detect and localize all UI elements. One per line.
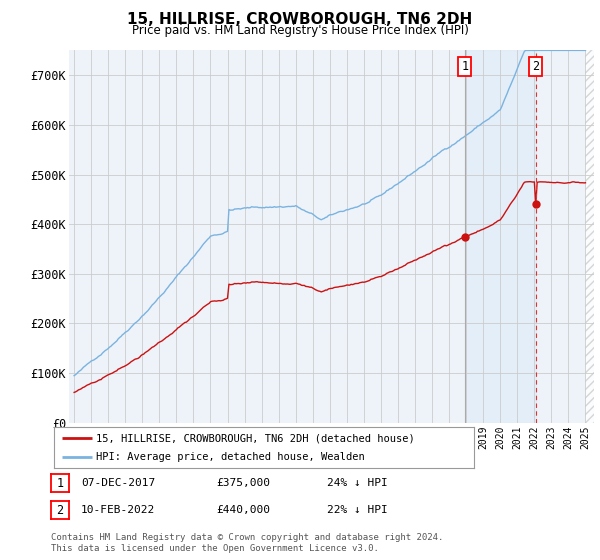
Text: 1: 1 [56, 477, 64, 490]
Text: 2: 2 [56, 503, 64, 517]
Bar [586, 50, 594, 423]
Text: £375,000: £375,000 [216, 478, 270, 488]
Text: 10-FEB-2022: 10-FEB-2022 [81, 505, 155, 515]
Text: £440,000: £440,000 [216, 505, 270, 515]
Text: 07-DEC-2017: 07-DEC-2017 [81, 478, 155, 488]
Text: 2: 2 [532, 60, 539, 73]
Text: 15, HILLRISE, CROWBOROUGH, TN6 2DH (detached house): 15, HILLRISE, CROWBOROUGH, TN6 2DH (deta… [96, 433, 415, 443]
Text: 22% ↓ HPI: 22% ↓ HPI [327, 505, 388, 515]
Text: HPI: Average price, detached house, Wealden: HPI: Average price, detached house, Weal… [96, 452, 365, 461]
Text: 15, HILLRISE, CROWBOROUGH, TN6 2DH: 15, HILLRISE, CROWBOROUGH, TN6 2DH [127, 12, 473, 27]
Bar [465, 50, 536, 423]
Text: Contains HM Land Registry data © Crown copyright and database right 2024.
This d: Contains HM Land Registry data © Crown c… [51, 533, 443, 553]
Text: 24% ↓ HPI: 24% ↓ HPI [327, 478, 388, 488]
Text: 1: 1 [461, 60, 469, 73]
Text: Price paid vs. HM Land Registry's House Price Index (HPI): Price paid vs. HM Land Registry's House … [131, 24, 469, 36]
